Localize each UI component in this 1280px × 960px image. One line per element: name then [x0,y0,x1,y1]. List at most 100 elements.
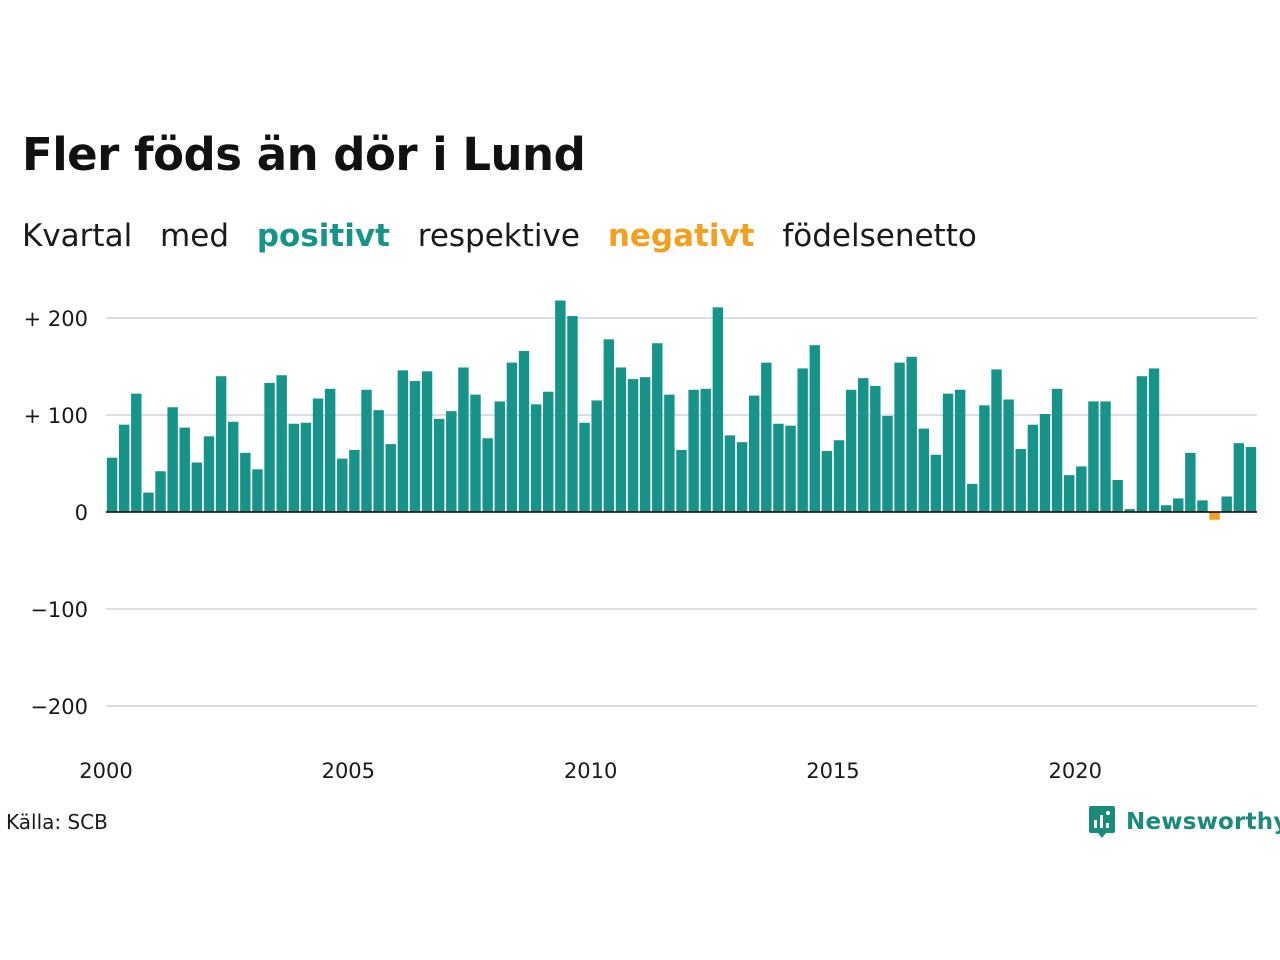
bar-positive [785,425,796,512]
subtitle-positive-label: positivt [256,218,390,254]
bar-positive [118,424,130,512]
bar-positive [918,428,930,512]
bar-positive [954,389,966,512]
bar-positive [494,401,505,512]
y-axis-ticks: + 200 + 100 0 −100 −200 [24,307,88,719]
bar-positive [555,300,566,512]
bar-positive [894,362,905,512]
bar-positive [664,394,675,512]
bar-positive [833,440,845,512]
bar-positive [143,492,154,512]
bar-positive [1160,505,1172,512]
bar-positive [979,405,990,512]
bar-positive [458,367,469,512]
bar-positive [627,379,639,512]
bar-positive [700,388,711,512]
bar-positive [688,389,699,512]
bar-positive [155,471,166,512]
chart-subtitle: Kvartal med positivt respektive negativt… [22,218,995,254]
bar-positive [821,450,833,512]
bar-positive [506,362,518,512]
bars [106,300,1257,520]
bar-positive [1100,401,1111,512]
bar-positive [131,393,142,512]
bar-positive [1027,424,1039,512]
grid-lines [106,317,1257,707]
bar-positive [191,462,203,512]
subtitle-word-med: med [160,218,229,254]
bar-positive [373,410,384,512]
bar-positive [397,370,409,512]
bar-positive [809,345,820,512]
bar-positive [215,376,227,512]
bar-positive [1148,368,1160,512]
subtitle-word-kvartal: Kvartal [22,218,133,254]
bar-positive [324,388,336,512]
bar-positive [167,407,178,512]
source-note: Källa: SCB [6,810,108,834]
bar-positive [361,389,372,512]
bar-positive [579,422,590,512]
bar-positive [724,435,736,512]
bar-positive [349,449,360,512]
x-tick-label: 2020 [1049,759,1102,783]
bar-positive [385,444,396,512]
bar-positive [1124,509,1135,512]
bar-positive [1064,475,1075,512]
bar-positive [288,423,299,512]
bar-positive [179,427,190,512]
newsworthy-logo-icon [1089,806,1115,838]
x-tick-label: 2015 [806,759,859,783]
subtitle-word-respektive: respektive [417,218,580,254]
bar-positive [1076,466,1087,512]
bar-positive [203,436,215,512]
y-tick-label: 0 [75,501,88,525]
bar-positive [1039,414,1051,512]
bar-negative [1209,512,1220,520]
bar-positive [652,343,663,512]
x-tick-label: 2000 [79,759,132,783]
bar-positive [1185,452,1196,512]
chart-title: Fler föds än dör i Lund [22,128,586,181]
bar-positive [1003,399,1014,512]
bar-positive [1221,496,1232,512]
bar-positive [264,382,275,512]
bar-positive [567,316,578,512]
bar-positive [930,454,942,512]
bar-positive [773,423,784,512]
bar-positive [1173,498,1184,512]
newsworthy-logo-text: Newsworthy [1126,809,1280,835]
bar-positive [300,422,312,512]
bar-positive [228,421,239,512]
bar-positive [312,398,324,512]
bar-positive [967,483,978,512]
bar-positive [337,458,348,512]
bar-positive [470,394,481,512]
bar-positive [1051,388,1063,512]
bar-positive [106,457,118,512]
bar-positive [1112,479,1123,512]
x-tick-label: 2005 [322,759,375,783]
newsworthy-logo: Newsworthy [1088,804,1280,840]
x-tick-label: 2010 [564,759,617,783]
bar-positive [603,339,615,512]
bar-positive [240,452,251,512]
bar-positive [748,395,760,512]
bar-positive [1197,500,1208,512]
bar-positive [615,367,627,512]
bar-positive [1088,401,1099,512]
y-tick-label: + 200 [24,307,88,331]
bar-positive [845,389,857,512]
bar-positive [712,307,724,512]
bar-positive [736,442,748,512]
y-tick-label: −100 [30,598,88,622]
bar-positive [1136,376,1148,512]
bar-positive [252,469,263,512]
bar-positive [1245,447,1257,512]
x-axis-ticks: 2000 2005 2010 2015 2020 [79,759,1102,783]
bar-positive [543,391,554,512]
bar-positive [761,362,772,512]
bar-positive [991,369,1002,512]
bar-positive [518,350,530,512]
bar-positive [882,415,893,512]
